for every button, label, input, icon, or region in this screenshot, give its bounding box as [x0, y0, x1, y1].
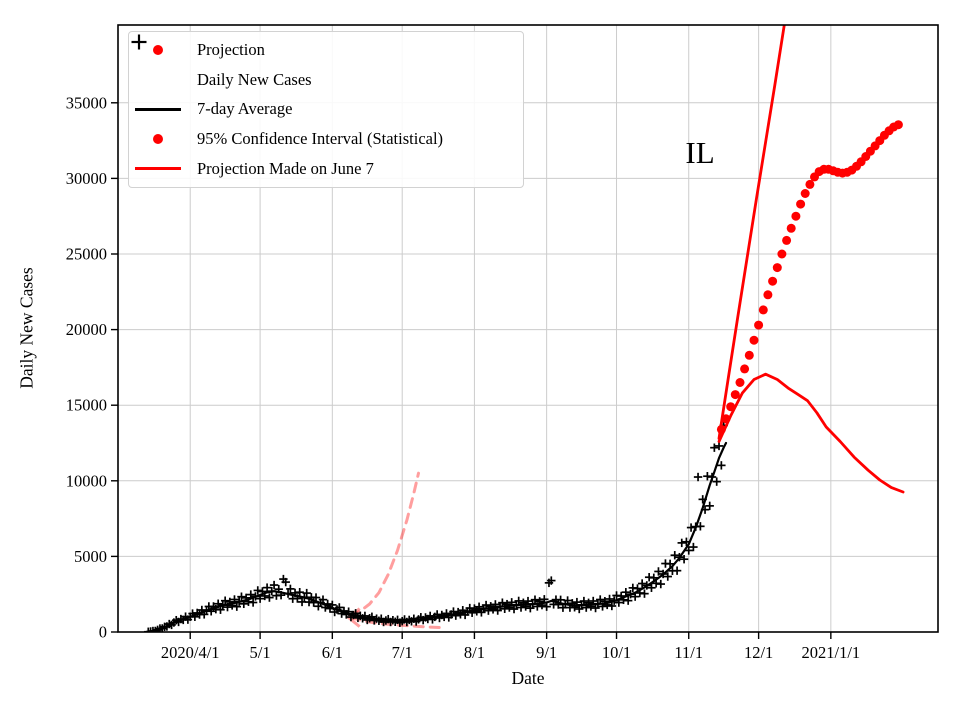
legend-item: 7-day Average [129, 95, 523, 124]
series-projection [716, 120, 903, 434]
y-tick-label: 10000 [66, 471, 107, 490]
legend-marker-line-icon [129, 107, 187, 111]
y-axis-ticks: 0 5000 10000 15000 20000 25000 30000 35000 [66, 93, 118, 642]
legend-label: Projection [197, 40, 265, 60]
series-95-confidence-interval-lower-statistical- [717, 372, 905, 494]
legend-marker-dot-icon [129, 134, 187, 145]
legend: Projection Daily New Cases 7-day Average 95… [128, 31, 524, 188]
x-tick-label: 6/1 [322, 643, 343, 662]
x-tick-label: 5/1 [250, 643, 271, 662]
x-tick-label: 7/1 [392, 643, 413, 662]
y-tick-label: 30000 [66, 169, 107, 188]
series-projection-made-on-june-7-upper-bound- [346, 471, 420, 628]
series-7-day-average [147, 441, 728, 632]
y-tick-label: 15000 [66, 396, 107, 415]
series-layer [144, 25, 905, 632]
plot-border [117, 24, 939, 633]
x-axis-label: Date [511, 668, 545, 688]
y-tick-label: 0 [99, 623, 107, 642]
legend-item: 95% Confidence Interval (Statistical) [129, 125, 523, 154]
legend-marker-dot-icon [129, 45, 187, 56]
x-tick-label: 2021/1/1 [802, 643, 861, 662]
x-tick-label: 10/1 [602, 643, 631, 662]
legend-label: Daily New Cases [197, 69, 312, 89]
series-95-confidence-interval-upper-statistical- [717, 25, 786, 440]
x-tick-label: 8/1 [464, 643, 485, 662]
x-axis-ticks: 2020/4/1 5/1 6/1 7/1 8/1 9/1 10/1 11/1 12/1 2021/… [161, 632, 860, 662]
x-tick-label: 9/1 [536, 643, 557, 662]
legend-item: Daily New Cases [129, 34, 523, 94]
legend-marker-line-icon [129, 167, 187, 171]
legend-label: 95% Confidence Interval (Statistical) [197, 129, 444, 149]
legend-item: Projection [129, 36, 523, 65]
y-tick-label: 5000 [74, 547, 107, 566]
legend-label: 7-day Average [197, 99, 293, 119]
state-annotation: IL [685, 135, 715, 170]
x-tick-label: 12/1 [744, 643, 773, 662]
legend-label: Projection Made on June 7 [197, 158, 374, 178]
x-tick-label: 11/1 [674, 643, 703, 662]
y-axis-label: Daily New Cases [16, 267, 37, 389]
y-tick-label: 25000 [66, 244, 107, 263]
legend-item: Projection Made on June 7 [129, 154, 523, 183]
y-tick-label: 35000 [66, 93, 107, 112]
x-tick-label: 2020/4/1 [161, 643, 220, 662]
grid [118, 25, 938, 632]
y-tick-label: 20000 [66, 320, 107, 339]
